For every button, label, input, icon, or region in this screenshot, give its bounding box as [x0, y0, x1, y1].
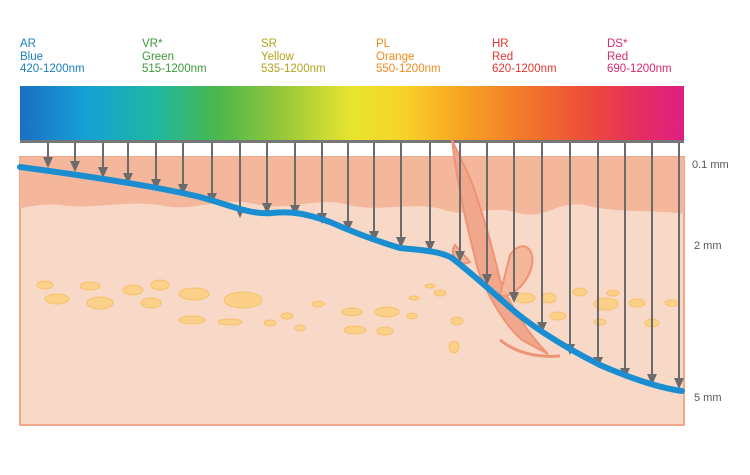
depth-label-0-1mm: 0.1 mm [692, 159, 729, 171]
filter-code: DS* [607, 38, 628, 50]
arrowhead [455, 251, 465, 262]
arrowhead [151, 179, 161, 190]
arrowhead [70, 161, 80, 172]
filter-color-name: Orange [376, 50, 415, 63]
arrowhead [396, 237, 406, 248]
filter-code: HR [492, 38, 509, 50]
filter-range: 550-1200nm [376, 63, 441, 75]
penetration-depth-curve [17, 164, 685, 394]
filter-code: SR [261, 38, 277, 50]
filter-vr-label: VR* Green 515-1200nm [142, 38, 207, 76]
filter-sr-label: SR Yellow 535-1200nm [261, 38, 326, 76]
filter-color-name: Red [607, 50, 629, 63]
filter-hr-label: HR Red 620-1200nm [492, 38, 557, 76]
filter-color-name: Red [492, 50, 514, 63]
filter-color-name: Green [142, 50, 174, 63]
arrowhead [647, 374, 657, 385]
hair-follicle [451, 139, 561, 358]
arrowhead [123, 173, 133, 184]
arrowhead [43, 157, 53, 168]
filter-range: 535-1200nm [261, 63, 326, 75]
filter-code: PL [376, 38, 391, 50]
fat-cells [36, 279, 680, 354]
filter-ar-label: AR Blue 420-1200nm [20, 38, 85, 76]
filter-pl-label: PL Orange 550-1200nm [376, 38, 441, 76]
filter-range: 690-1200nm [607, 63, 672, 75]
arrowhead [98, 167, 108, 178]
arrowhead [674, 378, 684, 389]
arrowhead [262, 203, 272, 214]
epidermis-top-band [20, 157, 684, 174]
arrowhead [509, 292, 519, 303]
filter-range: 620-1200nm [492, 63, 557, 75]
light-source-base [20, 140, 684, 143]
filter-color-name: Blue [20, 50, 44, 63]
light-rays [43, 143, 684, 389]
filter-range: 420-1200nm [20, 63, 85, 75]
arrowhead [178, 184, 188, 195]
arrowhead [537, 322, 547, 333]
arrowhead [425, 241, 435, 252]
filter-code: VR* [142, 38, 163, 50]
filter-ds-label: DS* Red 690-1200nm [607, 38, 672, 76]
filter-range: 515-1200nm [142, 63, 207, 75]
arrowhead [482, 274, 492, 285]
spectrum-bar [20, 86, 684, 140]
filter-color-name: Yellow [261, 50, 294, 63]
depth-label-5mm: 5 mm [694, 392, 722, 404]
filter-code: AR [20, 38, 36, 50]
depth-label-2mm: 2 mm [694, 240, 722, 252]
